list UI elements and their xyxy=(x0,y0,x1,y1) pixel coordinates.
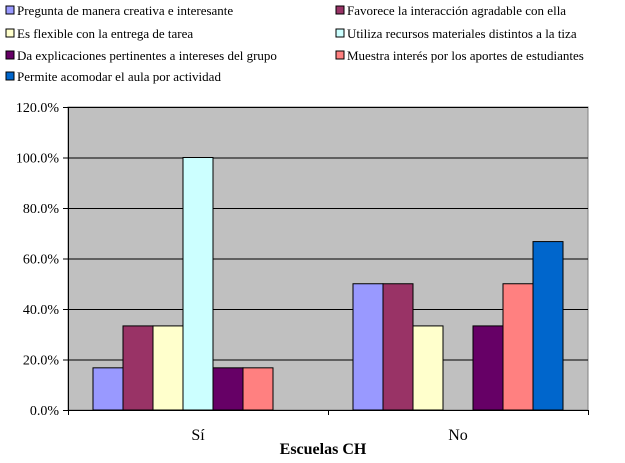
legend-item: Permite acomodar el aula por actividad xyxy=(5,69,221,84)
bar xyxy=(352,283,384,411)
x-axis-title: Escuelas CH xyxy=(280,441,367,458)
legend-item: Muestra interés por los aportes de estud… xyxy=(335,48,584,63)
legend-swatch xyxy=(335,28,345,38)
bar xyxy=(122,325,154,411)
legend-item: Es flexible con la entrega de tarea xyxy=(5,26,193,41)
bar xyxy=(532,241,564,411)
bar xyxy=(212,367,244,411)
category-labels: Sí No xyxy=(191,427,467,444)
axes xyxy=(63,107,589,415)
legend-label: Es flexible con la entrega de tarea xyxy=(17,26,193,41)
y-tick-label: 20.0% xyxy=(23,354,60,369)
bar xyxy=(382,283,414,411)
y-tick-label: 60.0% xyxy=(23,253,60,268)
legend-label: Favorece la interacción agradable con el… xyxy=(347,3,566,18)
legend-label: Utiliza recursos materiales distintos a … xyxy=(347,26,577,41)
bar xyxy=(182,157,214,411)
legend: Pregunta de manera creativa e interesant… xyxy=(5,3,584,84)
bars xyxy=(92,157,564,411)
bar xyxy=(502,283,534,411)
y-tick-label: 0.0% xyxy=(30,404,60,419)
legend-swatch xyxy=(5,5,15,15)
bar xyxy=(472,325,504,411)
legend-label: Da explicaciones pertinentes a intereses… xyxy=(17,48,277,63)
y-tick-label: 100.0% xyxy=(16,152,60,167)
legend-item: Da explicaciones pertinentes a intereses… xyxy=(5,48,277,63)
bar xyxy=(412,325,444,411)
y-tick-label: 40.0% xyxy=(23,303,60,318)
y-tick-labels: 0.0% 20.0% 40.0% 60.0% 80.0% 100.0% 120.0% xyxy=(16,101,60,419)
category-label: Sí xyxy=(191,427,205,444)
legend-label: Pregunta de manera creativa e interesant… xyxy=(17,3,233,18)
bar xyxy=(92,367,124,411)
bar xyxy=(152,325,184,411)
category-label: No xyxy=(448,427,468,444)
legend-label: Muestra interés por los aportes de estud… xyxy=(347,48,584,63)
legend-swatch xyxy=(5,71,15,81)
legend-item: Favorece la interacción agradable con el… xyxy=(335,3,566,18)
legend-item: Utiliza recursos materiales distintos a … xyxy=(335,26,577,41)
y-tick-label: 80.0% xyxy=(23,202,60,217)
legend-label: Permite acomodar el aula por actividad xyxy=(17,69,221,84)
bar xyxy=(242,367,274,411)
legend-item: Pregunta de manera creativa e interesant… xyxy=(5,3,233,18)
legend-swatch xyxy=(335,5,345,15)
y-tick-label: 120.0% xyxy=(16,101,60,116)
legend-swatch xyxy=(5,50,15,60)
legend-swatch xyxy=(5,28,15,38)
legend-swatch xyxy=(335,50,345,60)
